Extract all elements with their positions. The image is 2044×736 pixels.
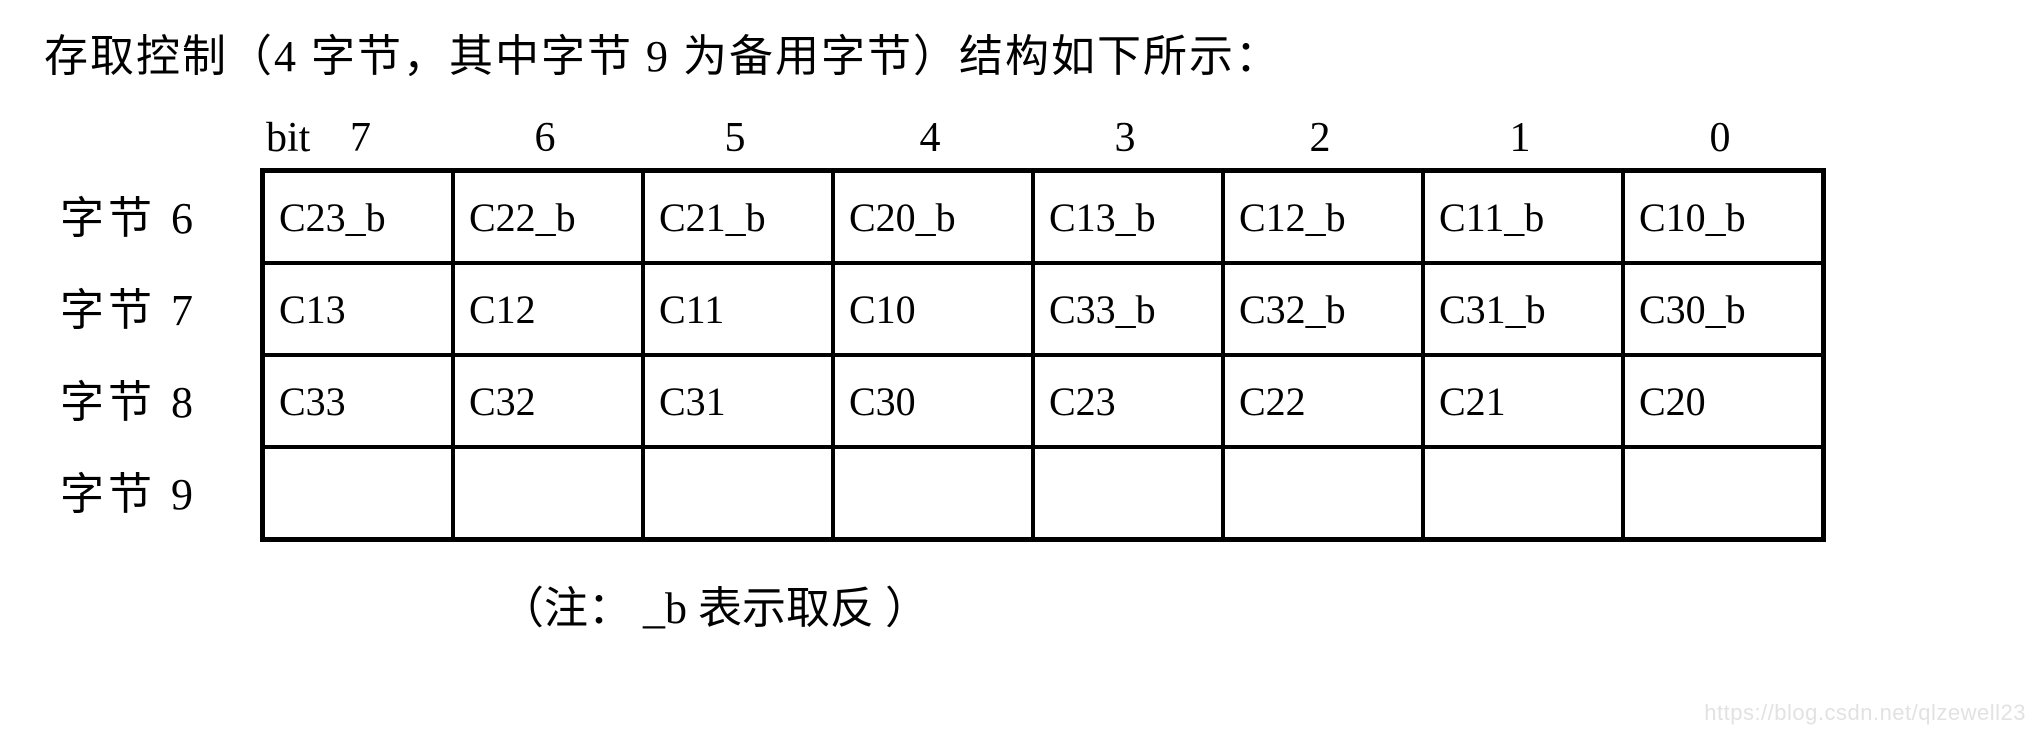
- cell-b8-2: C22: [1223, 355, 1423, 447]
- row-label-byte7: 字节 7: [60, 260, 260, 352]
- cell-b7-5: C11: [643, 263, 833, 355]
- cell-b9-7: [263, 447, 453, 539]
- bit-num-2: 2: [1220, 114, 1420, 162]
- table-area: bit 7 6 5 4 3 2 1 0 C23_b C22_b C21_b C2…: [260, 112, 1826, 542]
- row-label-byte6: 字节 6: [60, 168, 260, 260]
- cell-b9-2: [1223, 447, 1423, 539]
- page: 存取控制（4 字节，其中字节 9 为备用字节）结构如下所示： 字节 6 字节 7…: [0, 0, 2044, 736]
- row-label-byte9: 字节 9: [60, 444, 260, 536]
- bit-num-6: 6: [450, 114, 640, 162]
- row-labels-column: 字节 6 字节 7 字节 8 字节 9: [60, 112, 260, 536]
- note-text: （注： _b 表示取反 ）: [500, 572, 2004, 636]
- cell-b7-7: C13: [263, 263, 453, 355]
- cell-b6-2: C12_b: [1223, 171, 1423, 263]
- bit-num-7: 7: [330, 114, 450, 162]
- cell-b9-6: [453, 447, 643, 539]
- cell-b6-0: C10_b: [1623, 171, 1823, 263]
- cell-b7-4: C10: [833, 263, 1033, 355]
- cell-b8-0: C20: [1623, 355, 1823, 447]
- cell-b6-4: C20_b: [833, 171, 1033, 263]
- cell-b8-7: C33: [263, 355, 453, 447]
- cell-b6-5: C21_b: [643, 171, 833, 263]
- cell-b8-6: C32: [453, 355, 643, 447]
- cell-b7-1: C31_b: [1423, 263, 1623, 355]
- cell-b6-6: C22_b: [453, 171, 643, 263]
- cell-b7-6: C12: [453, 263, 643, 355]
- bit-prefix-label: bit: [260, 114, 330, 162]
- cell-b7-3: C33_b: [1033, 263, 1223, 355]
- row-label-byte8: 字节 8: [60, 352, 260, 444]
- cell-b9-4: [833, 447, 1033, 539]
- bit-num-4: 4: [830, 114, 1030, 162]
- cell-b6-1: C11_b: [1423, 171, 1623, 263]
- cell-b9-0: [1623, 447, 1823, 539]
- cell-b9-1: [1423, 447, 1623, 539]
- bit-num-1: 1: [1420, 114, 1620, 162]
- cell-b8-5: C31: [643, 355, 833, 447]
- cell-b7-0: C30_b: [1623, 263, 1823, 355]
- cell-b6-7: C23_b: [263, 171, 453, 263]
- watermark-text: https://blog.csdn.net/qlzewell23: [1704, 700, 2026, 726]
- table-row: C23_b C22_b C21_b C20_b C13_b C12_b C11_…: [263, 171, 1823, 263]
- table-row: C33 C32 C31 C30 C23 C22 C21 C20: [263, 355, 1823, 447]
- table-row: C13 C12 C11 C10 C33_b C32_b C31_b C30_b: [263, 263, 1823, 355]
- cell-b6-3: C13_b: [1033, 171, 1223, 263]
- bit-table: C23_b C22_b C21_b C20_b C13_b C12_b C11_…: [260, 168, 1826, 542]
- row-label-spacer: [60, 112, 260, 168]
- bit-num-3: 3: [1030, 114, 1220, 162]
- cell-b9-5: [643, 447, 833, 539]
- bit-header-row: bit 7 6 5 4 3 2 1 0: [260, 112, 1826, 168]
- bit-num-5: 5: [640, 114, 830, 162]
- cell-b8-1: C21: [1423, 355, 1623, 447]
- cell-b7-2: C32_b: [1223, 263, 1423, 355]
- title-text: 存取控制（4 字节，其中字节 9 为备用字节）结构如下所示：: [44, 20, 2004, 84]
- table-row: [263, 447, 1823, 539]
- cell-b9-3: [1033, 447, 1223, 539]
- bit-num-0: 0: [1620, 114, 1820, 162]
- cell-b8-4: C30: [833, 355, 1033, 447]
- access-control-diagram: 字节 6 字节 7 字节 8 字节 9 bit 7 6 5 4 3 2 1 0 …: [40, 112, 2004, 542]
- cell-b8-3: C23: [1033, 355, 1223, 447]
